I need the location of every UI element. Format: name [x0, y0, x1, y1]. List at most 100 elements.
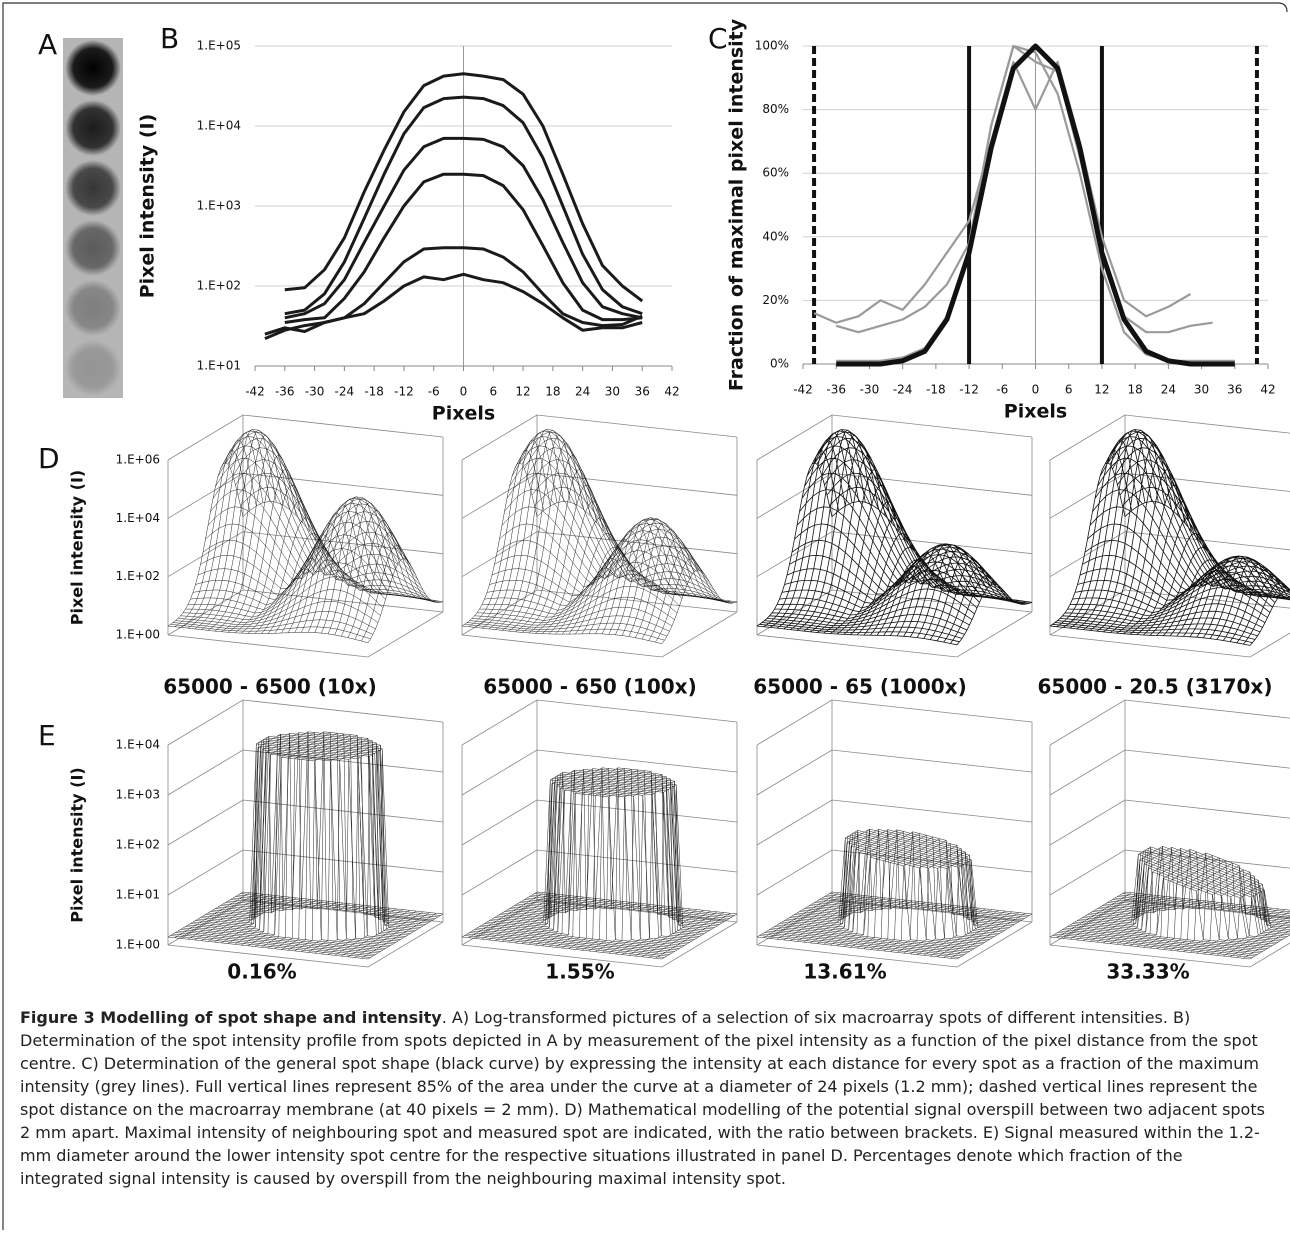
wall-line [461, 414, 738, 461]
panel-label: B [160, 22, 179, 55]
x-tick-label: -42 [245, 385, 265, 399]
wall-edge [167, 700, 444, 945]
y-tick-label: 100% [755, 39, 789, 53]
wall-line [1049, 749, 1290, 796]
wall-line [461, 849, 738, 896]
x-tick-label: 0 [1032, 383, 1040, 397]
wall-edge [756, 700, 1033, 945]
panel-label: E [38, 719, 56, 752]
x-tick-label: -18 [364, 385, 384, 399]
wall-edge [1049, 700, 1126, 945]
panel-label: D [38, 442, 60, 475]
floor [1049, 942, 1290, 968]
data-line [284, 95, 643, 316]
x-tick-label: -12 [394, 385, 414, 399]
x-tick-label: 12 [515, 385, 530, 399]
panel-caption: 1.55% [545, 960, 614, 984]
surface-mesh [1049, 845, 1290, 960]
y-tick-label: 60% [762, 166, 789, 180]
x-tick-label: -6 [428, 385, 440, 399]
data-line [284, 172, 643, 324]
wall-line [1049, 699, 1290, 746]
figure-caption: Figure 3 Modelling of spot shape and int… [20, 1006, 1265, 1190]
surface-mesh [1049, 428, 1290, 646]
wall-line [461, 531, 738, 578]
x-tick-label: -30 [860, 383, 880, 397]
panel-caption: 0.16% [227, 960, 296, 984]
y-tick-label: 1.E+04 [116, 738, 160, 752]
x-tick-label: 24 [1161, 383, 1176, 397]
wall-line [756, 414, 1033, 461]
wall-line [461, 699, 738, 746]
x-tick-label: 36 [635, 385, 650, 399]
x-tick-label: 18 [545, 385, 560, 399]
spot [65, 220, 121, 276]
panel-caption: 65000 - 650 (100x) [483, 675, 696, 699]
y-tick-label: 1.E+00 [116, 938, 160, 952]
x-tick-label: -12 [959, 383, 979, 397]
x-tick-label: 18 [1128, 383, 1143, 397]
x-tick-label: -18 [926, 383, 946, 397]
y-tick-label: 1.E+06 [116, 453, 160, 467]
wall-edge [461, 700, 738, 945]
y-tick-label: 1.E+05 [197, 39, 241, 53]
x-tick-label: 24 [575, 385, 590, 399]
surface-mesh [756, 828, 1033, 960]
surface-mesh [461, 429, 738, 644]
data-line [284, 136, 643, 320]
y-axis-label: Pixel intensity (I) [68, 470, 87, 625]
data-line [836, 43, 1235, 367]
wall-line [167, 849, 444, 896]
wall-line [1049, 531, 1290, 578]
x-tick-label: 6 [1065, 383, 1073, 397]
floor [756, 611, 1033, 658]
x-tick-label: 36 [1227, 383, 1242, 397]
spot [65, 340, 121, 396]
wall-line [167, 414, 444, 461]
spot [65, 40, 121, 96]
y-tick-label: 1.E+04 [197, 119, 241, 133]
surface-mesh [461, 767, 738, 960]
wall-edge [461, 415, 738, 635]
x-tick-label: 30 [1194, 383, 1209, 397]
data-line [284, 72, 644, 303]
y-tick-label: 20% [762, 293, 789, 307]
x-tick-label: 6 [489, 385, 497, 399]
panel-caption: 65000 - 65 (1000x) [753, 675, 966, 699]
y-tick-label: 1.E+01 [197, 359, 241, 373]
caption-text: . A) Log-transformed pictures of a selec… [20, 1008, 1265, 1188]
wall-line [461, 472, 738, 519]
y-tick-label: 1.E+02 [197, 279, 241, 293]
wall-line [1049, 799, 1290, 846]
spot [65, 160, 121, 216]
y-axis-label: Fraction of maximal pixel intensity [726, 18, 748, 391]
panel-caption: 65000 - 6500 (10x) [163, 675, 376, 699]
y-tick-label: 80% [762, 102, 789, 116]
wall-line [167, 799, 444, 846]
wall-edge [756, 415, 1033, 635]
panel-label: C [708, 22, 728, 55]
wall-line [1049, 414, 1290, 461]
surface-mesh [167, 731, 444, 960]
y-tick-label: 1.E+02 [116, 569, 160, 583]
surface-mesh [756, 428, 1033, 646]
spot [65, 100, 121, 156]
floor [461, 921, 738, 968]
floor [1049, 632, 1290, 658]
x-tick-label: -36 [275, 385, 295, 399]
y-axis-label: Pixel intensity (I) [137, 114, 159, 299]
panel-caption: 33.33% [1106, 960, 1189, 984]
wall-line [756, 699, 1033, 746]
floor [167, 611, 444, 658]
wall-edge [1049, 415, 1126, 635]
x-tick-label: -24 [893, 383, 913, 397]
floor [461, 611, 738, 658]
caption-title: Figure 3 Modelling of spot shape and int… [20, 1008, 442, 1027]
y-axis-label: Pixel intensity (I) [68, 767, 87, 922]
panel-caption: 13.61% [803, 960, 886, 984]
y-tick-label: 1.E+00 [116, 628, 160, 642]
wall-line [1049, 472, 1290, 519]
y-tick-label: 40% [762, 229, 789, 243]
